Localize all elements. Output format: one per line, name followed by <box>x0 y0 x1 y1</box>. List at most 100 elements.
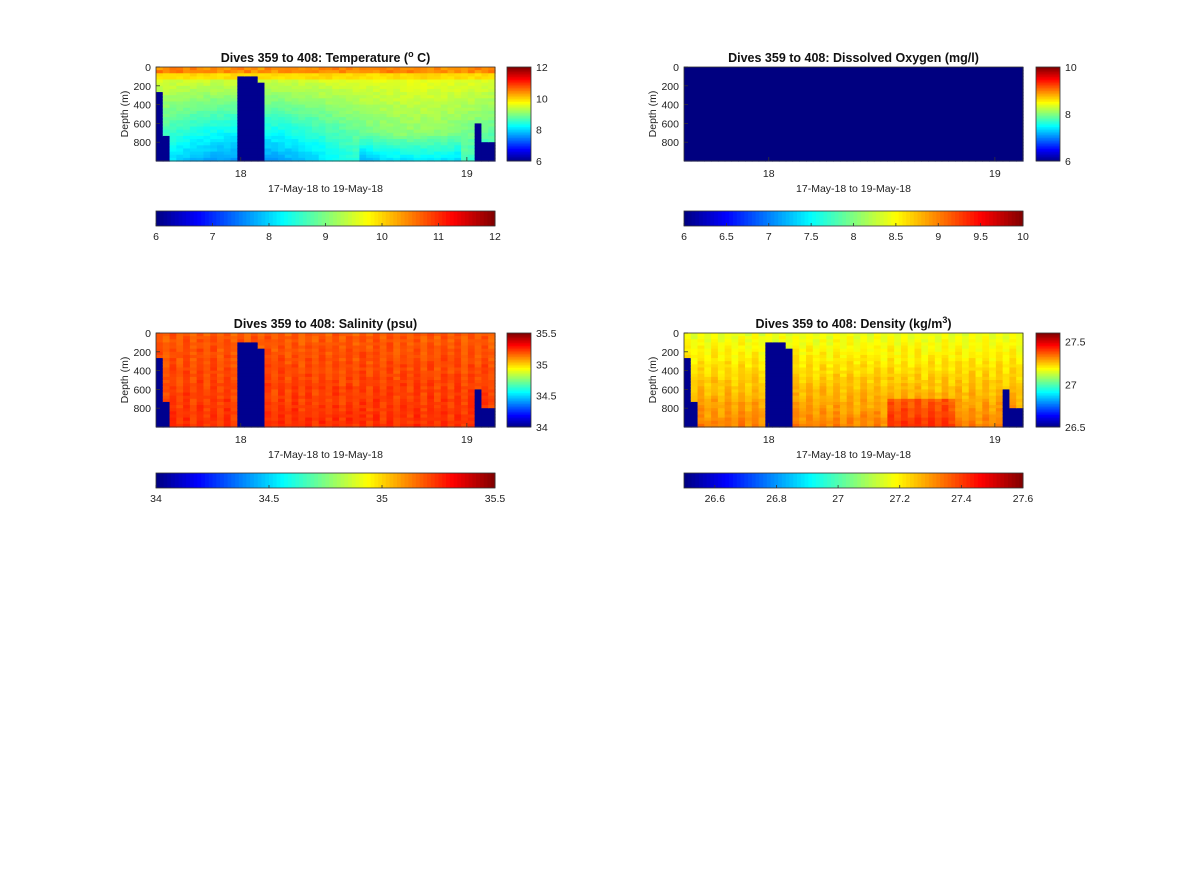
heatmap-cell <box>264 408 272 412</box>
heatmap-cell <box>393 145 401 150</box>
heatmap-cell <box>833 154 841 159</box>
heatmap-cell <box>196 114 205 118</box>
heatmap-cell <box>461 107 469 112</box>
heatmap-cell <box>162 345 171 350</box>
heatmap-cell <box>386 101 394 106</box>
heatmap-cell <box>894 104 902 109</box>
heatmap-cell <box>210 148 218 153</box>
colorbar-swatch <box>242 211 247 226</box>
heatmap-cell <box>717 79 726 84</box>
heatmap-cell <box>440 336 449 340</box>
heatmap-cell <box>311 157 320 162</box>
colorbar-swatch <box>408 211 413 226</box>
heatmap-cell <box>257 401 266 406</box>
heatmap-cell <box>819 145 827 150</box>
heatmap-cell <box>467 126 476 131</box>
heatmap-cell <box>413 361 422 365</box>
heatmap-cell <box>406 395 415 400</box>
heatmap-cell <box>264 123 272 128</box>
heatmap-cell <box>975 110 983 115</box>
heatmap-cell <box>223 92 232 96</box>
heatmap-cell <box>250 142 259 146</box>
heatmap-cell <box>867 154 875 159</box>
heatmap-cell <box>880 120 888 124</box>
chart-panel-temperature: Dives 359 to 408: Temperature (o C)02004… <box>119 49 548 243</box>
heatmap-cell <box>792 120 800 124</box>
heatmap-cell <box>413 157 422 162</box>
heatmap-cell <box>792 126 800 131</box>
heatmap-cell <box>745 110 753 115</box>
heatmap-cell <box>955 70 963 74</box>
heatmap-cell <box>257 361 266 365</box>
colorbar-swatch <box>178 211 183 226</box>
heatmap-cell <box>345 132 354 137</box>
heatmap-cell <box>217 139 225 143</box>
heatmap-cell <box>778 76 787 81</box>
heatmap-cell <box>203 148 211 153</box>
heatmap-cell <box>731 70 739 74</box>
heatmap-cell <box>454 380 462 384</box>
heatmap-cell <box>393 386 401 390</box>
colorbar-tick-label: 9 <box>935 231 941 243</box>
heatmap-cell <box>772 98 780 103</box>
heatmap-cell <box>887 123 895 128</box>
heatmap-cell <box>352 148 360 153</box>
heatmap-cell <box>806 88 814 93</box>
heatmap-cell <box>156 117 164 121</box>
heatmap-cell <box>440 135 449 140</box>
heatmap-cell <box>867 132 875 137</box>
heatmap-cell <box>250 67 259 71</box>
heatmap-cell <box>278 342 286 347</box>
heatmap-cell <box>406 354 415 359</box>
heatmap-cell <box>928 85 936 90</box>
heatmap-cell <box>284 117 293 121</box>
colorbar-tick-label: 34 <box>536 422 548 434</box>
heatmap-cell <box>230 370 238 375</box>
heatmap-cell <box>474 70 483 74</box>
heatmap-cell <box>454 354 462 359</box>
heatmap-cell <box>778 154 787 159</box>
heatmap-cell <box>244 333 252 337</box>
heatmap-cell <box>162 348 171 353</box>
heatmap-cell <box>230 414 238 419</box>
heatmap-cell <box>210 373 218 378</box>
heatmap-cell <box>305 348 313 353</box>
heatmap-cell <box>223 386 232 390</box>
heatmap-cell <box>379 88 388 93</box>
heatmap-cell <box>332 88 340 93</box>
heatmap-cell <box>176 386 184 390</box>
heatmap-cell <box>778 132 787 137</box>
colorbar-swatch <box>507 121 531 124</box>
heatmap-cell <box>250 73 259 77</box>
heatmap-cell <box>880 79 888 84</box>
heatmap-cell <box>488 123 496 128</box>
x-axis-label: 17-May-18 to 19-May-18 <box>268 449 383 461</box>
colorbar-swatch <box>193 211 198 226</box>
heatmap-cell <box>325 154 333 159</box>
heatmap-cell <box>758 85 766 90</box>
heatmap-cell <box>332 389 340 394</box>
colorbar-swatch <box>827 211 832 226</box>
heatmap-cell <box>921 98 929 103</box>
heatmap-cell <box>393 135 401 140</box>
heatmap-cell <box>1016 123 1024 128</box>
heatmap-cell <box>697 151 705 156</box>
colorbar-swatch <box>691 211 696 226</box>
heatmap-cell <box>420 345 428 350</box>
heatmap-cell <box>345 358 354 362</box>
heatmap-cell <box>339 411 347 416</box>
heatmap-cell <box>237 92 245 96</box>
heatmap-cell <box>887 110 895 115</box>
heatmap-cell <box>176 142 184 146</box>
heatmap-cell <box>433 348 442 353</box>
heatmap-cell <box>318 405 327 409</box>
heatmap-cell <box>393 336 401 340</box>
heatmap-cell <box>298 376 306 381</box>
heatmap-cell <box>751 129 760 134</box>
heatmap-cell <box>806 139 814 143</box>
heatmap-cell <box>447 76 455 81</box>
heatmap-cell <box>420 129 428 134</box>
heatmap-cell <box>244 361 252 365</box>
colorbar-swatch <box>861 211 866 226</box>
heatmap-cell <box>400 414 408 419</box>
